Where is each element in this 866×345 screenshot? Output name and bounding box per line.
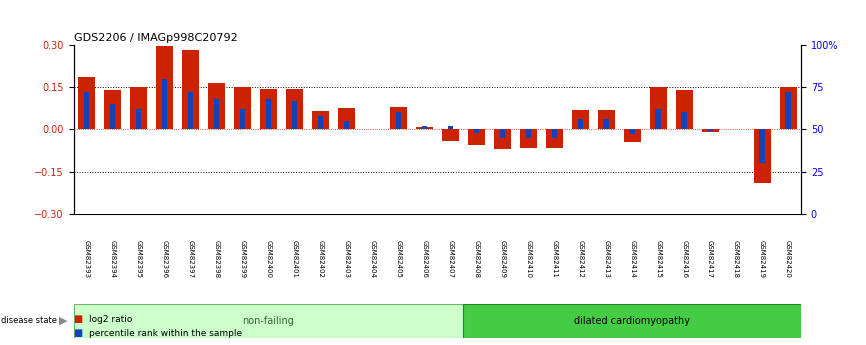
Text: GSM82405: GSM82405 — [396, 240, 401, 278]
Bar — [396, 112, 401, 129]
Bar — [604, 119, 609, 129]
Bar — [701, 129, 719, 132]
Bar — [578, 119, 583, 129]
Text: log2 ratio: log2 ratio — [89, 315, 132, 324]
Bar — [344, 121, 349, 129]
Bar — [156, 46, 173, 129]
Bar — [526, 129, 531, 138]
Text: GSM82417: GSM82417 — [708, 240, 713, 278]
Text: GSM82401: GSM82401 — [292, 240, 297, 278]
Bar — [104, 90, 121, 129]
Bar — [208, 83, 225, 129]
Text: GSM82420: GSM82420 — [785, 240, 791, 278]
Bar — [630, 129, 635, 135]
Bar — [78, 77, 95, 129]
Bar — [84, 92, 89, 129]
Bar — [442, 129, 459, 141]
Text: GSM82399: GSM82399 — [240, 240, 245, 278]
Bar — [468, 129, 485, 145]
Text: GSM82419: GSM82419 — [759, 240, 765, 278]
Text: non-failing: non-failing — [242, 316, 294, 326]
Text: GSM82412: GSM82412 — [578, 240, 583, 278]
Bar — [448, 126, 453, 129]
Bar — [416, 127, 433, 129]
Text: GDS2206 / IMAGp998C20792: GDS2206 / IMAGp998C20792 — [74, 33, 237, 43]
Text: GSM82396: GSM82396 — [162, 240, 167, 278]
Bar — [779, 87, 797, 129]
Bar — [260, 89, 277, 129]
Text: GSM82402: GSM82402 — [318, 240, 323, 278]
Bar — [572, 110, 589, 129]
Text: GSM82407: GSM82407 — [448, 240, 453, 278]
Bar — [500, 129, 505, 138]
Bar — [214, 99, 219, 129]
Text: GSM82415: GSM82415 — [656, 240, 661, 278]
Bar — [182, 50, 199, 129]
Bar — [240, 109, 245, 129]
Bar — [753, 129, 771, 183]
Text: GSM82414: GSM82414 — [630, 240, 635, 278]
Text: GSM82410: GSM82410 — [526, 240, 531, 278]
Bar — [318, 116, 323, 129]
Text: dilated cardiomyopathy: dilated cardiomyopathy — [574, 316, 690, 326]
Text: GSM82411: GSM82411 — [552, 240, 557, 278]
Bar — [286, 89, 303, 129]
Text: GSM82400: GSM82400 — [266, 240, 271, 278]
Text: GSM82404: GSM82404 — [370, 240, 375, 278]
Text: ■: ■ — [74, 328, 83, 338]
Bar — [552, 129, 557, 138]
Bar — [598, 110, 615, 129]
Bar — [234, 87, 251, 129]
Text: ■: ■ — [74, 314, 83, 324]
Bar — [463, 304, 801, 338]
Text: GSM82397: GSM82397 — [188, 240, 193, 278]
Text: GSM82403: GSM82403 — [344, 240, 349, 278]
Bar — [708, 129, 713, 131]
Text: GSM82413: GSM82413 — [604, 240, 609, 278]
Text: GSM82393: GSM82393 — [84, 240, 89, 278]
Bar — [759, 129, 765, 163]
Text: disease state: disease state — [1, 316, 57, 325]
Bar — [650, 87, 667, 129]
Bar — [136, 109, 141, 129]
Text: ▶: ▶ — [59, 316, 68, 326]
Bar — [422, 126, 427, 129]
Bar — [312, 111, 329, 129]
Bar — [390, 107, 407, 129]
Bar — [474, 129, 479, 133]
Text: GSM82409: GSM82409 — [500, 240, 505, 278]
Text: GSM82406: GSM82406 — [422, 240, 427, 278]
Text: GSM82408: GSM82408 — [474, 240, 479, 278]
Text: GSM82398: GSM82398 — [214, 240, 219, 278]
Text: GSM82418: GSM82418 — [734, 240, 739, 278]
Bar — [338, 108, 355, 129]
Bar — [162, 79, 167, 129]
Bar — [675, 90, 693, 129]
Bar — [188, 92, 193, 129]
Bar — [785, 92, 791, 129]
Text: GSM82416: GSM82416 — [682, 240, 687, 278]
Bar — [110, 104, 115, 129]
Text: percentile rank within the sample: percentile rank within the sample — [89, 329, 242, 338]
Bar — [266, 99, 271, 129]
Bar — [624, 129, 641, 142]
Bar — [292, 101, 297, 129]
Bar — [130, 87, 147, 129]
Text: GSM82395: GSM82395 — [136, 240, 141, 278]
Bar — [656, 109, 661, 129]
Bar — [682, 112, 687, 129]
Bar — [520, 129, 537, 148]
Bar — [546, 129, 563, 148]
Bar — [74, 304, 463, 338]
Text: GSM82394: GSM82394 — [110, 240, 115, 278]
Bar — [494, 129, 511, 149]
